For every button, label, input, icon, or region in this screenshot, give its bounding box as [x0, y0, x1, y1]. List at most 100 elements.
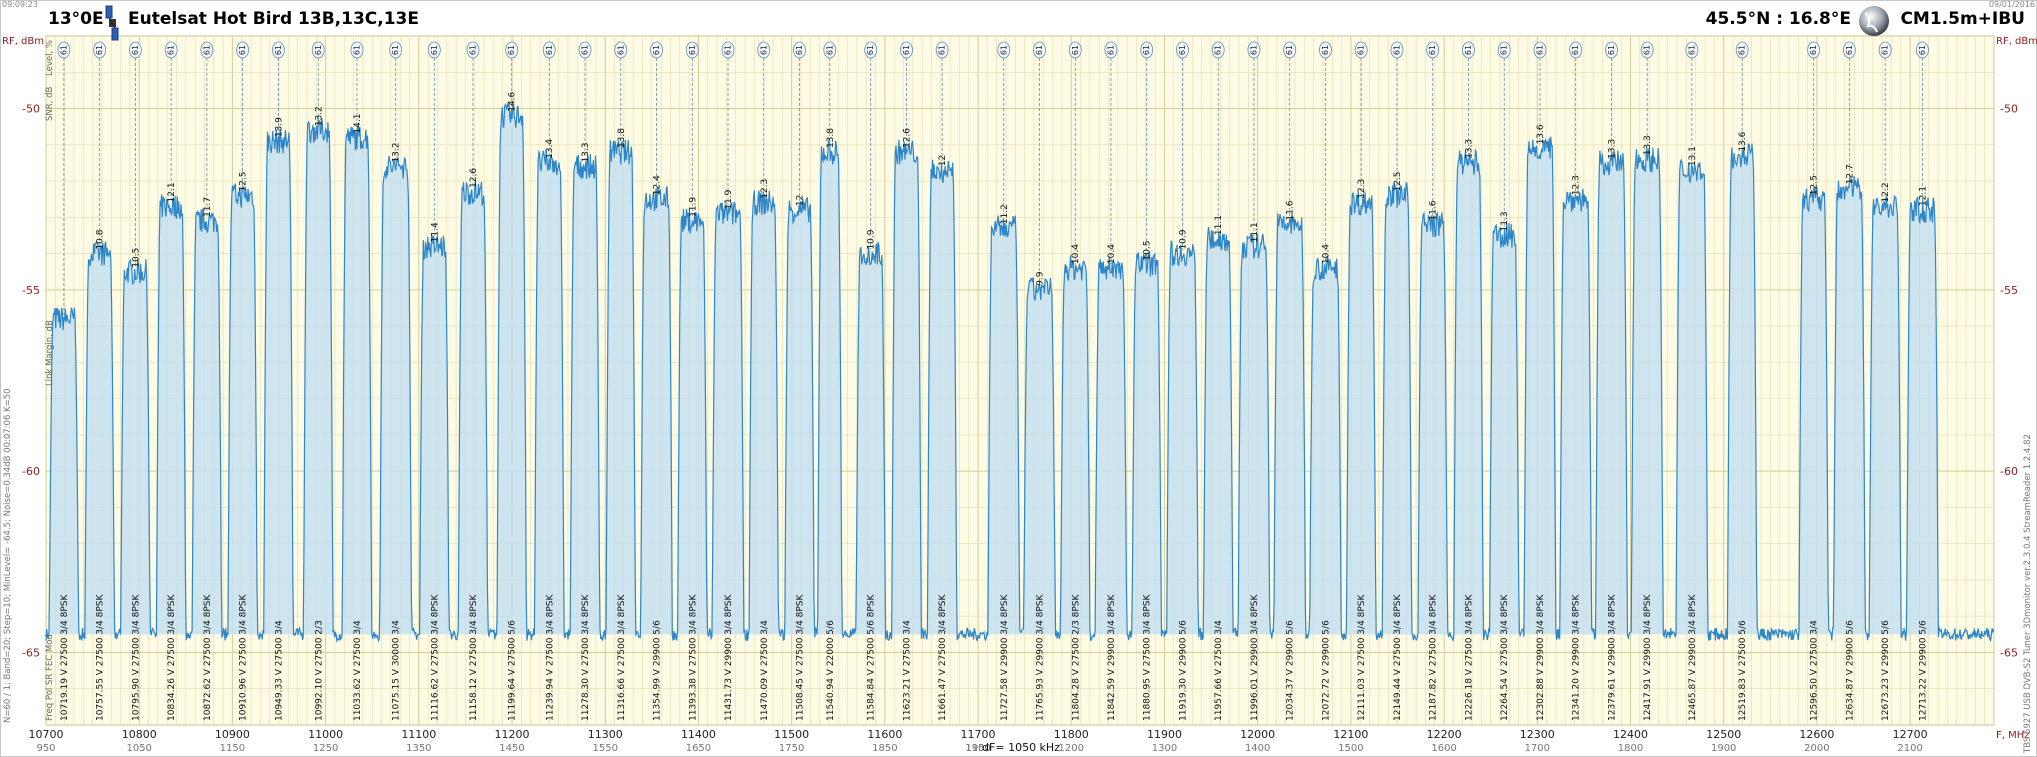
transponder-42: 61 13.3 12379.61 V 29900 3/4 8PSK — [1605, 41, 1618, 721]
snr-label: 12.1 — [1918, 186, 1928, 206]
transponder-49: 61 12.1 12713.22 V 29900 5/6 — [1916, 41, 1929, 721]
level-badge-text: 61 — [938, 45, 947, 55]
x-tick: 11500 — [774, 728, 809, 741]
transponder-info: 11919.30 V 29900 5/6 — [1178, 620, 1188, 721]
level-badge-text: 61 — [688, 45, 697, 55]
transponder-info: 12187.82 V 27500 3/4 8PSK — [1429, 593, 1439, 721]
transponder-info: 12264.54 V 27500 3/4 8PSK — [1500, 593, 1510, 721]
transponder-info: 11765.93 V 29900 3/4 8PSK — [1036, 593, 1046, 721]
level-badge-text: 61 — [430, 45, 439, 55]
transponder-info: 11880.95 V 27500 3/4 8PSK — [1143, 593, 1153, 721]
snr-label: 12.5 — [239, 172, 249, 192]
level-badge-text: 61 — [616, 45, 625, 55]
if-tick: 1150 — [220, 743, 245, 754]
transponder-19: 61 12.3 11470.09 V 27500 3/4 — [757, 41, 771, 721]
x-axis: 10700 10800 10900 11000 11100 11200 11300 11400… — [29, 728, 1928, 741]
level-badge-text: 61 — [1142, 45, 1151, 55]
transponder-info: 11199.64 V 27500 5/6 — [508, 620, 518, 721]
level-badge-text: 61 — [95, 45, 104, 55]
if-tick: 1600 — [1431, 743, 1456, 754]
level-badge — [1640, 41, 1654, 59]
snr-label: 13.2 — [314, 106, 324, 126]
if-tick: 1400 — [1245, 743, 1270, 754]
level-badge — [1843, 41, 1856, 59]
snr-label: 10.9 — [867, 229, 877, 249]
snr-label: 12.3 — [760, 179, 770, 199]
x-tick: 11200 — [495, 728, 530, 741]
x-tick: 12600 — [1799, 728, 1834, 741]
transponder-0: 61 10719.19 V 27500 3/4 8PSK — [57, 41, 71, 721]
transponder-info: 11584.84 V 27500 5/6 8PSK — [867, 593, 877, 721]
level-badge — [793, 41, 806, 59]
level-badge — [1569, 41, 1583, 59]
transponder-12: 61 14.6 11199.64 V 27500 5/6 — [505, 41, 519, 721]
snr-label: 12.6 — [902, 128, 912, 148]
left-info-text: N=60 / 1; Band=20; Step=10; MinLevel= -6… — [3, 388, 13, 723]
transponder-4: 61 11.7 10872.62 V 27500 3/4 8PSK — [200, 41, 214, 721]
transponder-info: 12072.72 V 29900 5/6 — [1321, 620, 1331, 721]
snr-label: 11.3 — [1500, 211, 1510, 231]
x-tick: 12000 — [1240, 728, 1275, 741]
level-badge — [236, 41, 250, 59]
x-tick: 11300 — [588, 728, 623, 741]
transponder-15: 61 13.8 11316.66 V 27500 3/4 8PSK — [614, 41, 628, 721]
y-tick-left: -65 — [22, 646, 40, 659]
level-badge — [542, 41, 556, 59]
level-badge — [164, 41, 178, 59]
level-badge-text: 61 — [468, 45, 477, 55]
level-badge — [466, 41, 480, 59]
transponder-24: 61 12 11661.47 V 27500 3/4 8PSK — [935, 41, 949, 721]
satellite-icon — [102, 4, 122, 42]
level-badge-text: 61 — [866, 45, 875, 55]
snr-label: 12.5 — [1810, 175, 1820, 195]
snr-label: 10.8 — [96, 229, 106, 249]
snr-label: 14.1 — [353, 113, 363, 133]
snr-label: 11.2 — [1000, 204, 1010, 224]
transponder-info: 12149.44 V 27500 3/4 8PSK — [1393, 593, 1403, 721]
level-badge — [505, 41, 519, 59]
level-badge — [271, 41, 285, 59]
transponder-6: 61 13.9 10949.33 V 27500 3/4 — [271, 41, 285, 721]
level-badge-text: 61 — [652, 45, 661, 55]
level-badge-text: 61 — [1500, 45, 1509, 55]
transponder-info: 12302.88 V 29900 3/4 8PSK — [1536, 593, 1546, 721]
y-tick-right: -60 — [2000, 465, 2018, 478]
transponder-info: 11354.99 V 29900 5/6 — [652, 620, 662, 721]
transponder-48: 61 12.2 12673.23 V 29900 5/6 — [1878, 41, 1892, 721]
x-tick: 11800 — [1054, 728, 1089, 741]
if-tick: 1050 — [126, 743, 151, 754]
level-badge — [1140, 41, 1154, 59]
x-tick: 11000 — [308, 728, 343, 741]
transponder-info: 12713.22 V 29900 5/6 — [1918, 620, 1928, 721]
transponder-13: 61 13.4 11239.94 V 27500 3/4 8PSK — [542, 41, 556, 721]
level-badge — [1283, 41, 1297, 59]
transponder-43: 61 13.3 12417.91 V 29900 3/4 8PSK — [1640, 41, 1654, 721]
level-badge-text: 61 — [507, 45, 516, 55]
transponder-info: 12673.23 V 29900 5/6 — [1881, 620, 1891, 721]
spectrum-trace — [45, 102, 1995, 643]
level-badge — [1390, 41, 1404, 59]
snr-label: 13.8 — [826, 128, 836, 148]
transponder-info: 12596.50 V 27500 3/4 — [1810, 620, 1820, 721]
if-tick: 1850 — [872, 743, 897, 754]
if-tick: 1700 — [1525, 743, 1550, 754]
transponder-29: 61 10.5 11880.95 V 27500 3/4 8PSK — [1140, 41, 1154, 721]
transponder-41: 61 12.3 12341.20 V 29900 3/4 8PSK — [1569, 41, 1583, 721]
snr-label: 13.8 — [617, 128, 627, 148]
level-badge — [427, 41, 441, 59]
transponder-info: 11239.94 V 27500 3/4 8PSK — [545, 593, 555, 721]
transponder-8: 61 14.1 11033.62 V 27500 3/4 — [350, 41, 364, 721]
y-tick-right: -55 — [2000, 284, 2018, 297]
transponder-16: 61 12.4 11354.99 V 29900 5/6 — [650, 41, 663, 721]
transponder-info: 11075.15 V 30000 3/4 — [392, 620, 402, 721]
level-badge — [997, 41, 1011, 59]
x-tick: 12700 — [1893, 728, 1928, 741]
y-tick-left: -50 — [22, 103, 40, 116]
level-badge-text: 61 — [1845, 45, 1854, 55]
level-badge-text: 61 — [314, 45, 323, 55]
transponder-info: 11393.38 V 27500 3/4 8PSK — [688, 593, 698, 721]
snr-label: 14.6 — [508, 91, 518, 111]
globe-icon — [1857, 4, 1891, 38]
if-tick: 1300 — [1152, 743, 1177, 754]
